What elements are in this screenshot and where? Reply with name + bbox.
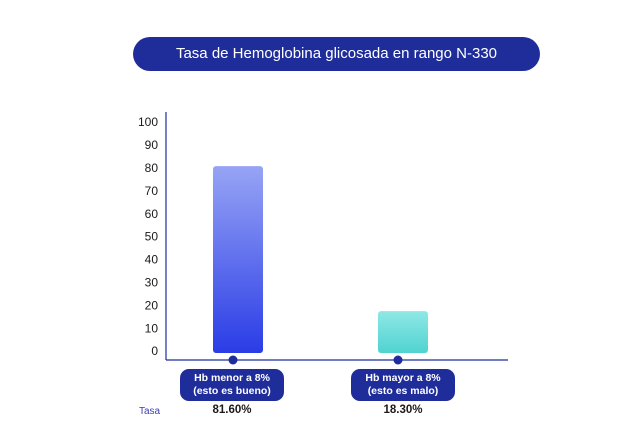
category-label-bad-line1: Hb mayor a 8% xyxy=(365,372,441,384)
category-label-bad: Hb mayor a 8% (esto es malo) xyxy=(351,369,455,401)
y-tick-label-70: 70 xyxy=(145,184,159,198)
y-tick-label-50: 50 xyxy=(145,230,159,244)
category-marker-good xyxy=(228,355,238,365)
value-label-bad: 18.30% xyxy=(383,404,423,416)
y-tick-label-30: 30 xyxy=(145,275,159,289)
bar-bad xyxy=(378,311,428,353)
category-label-bad-line2: (esto es malo) xyxy=(367,385,439,397)
category-label-good-line1: Hb menor a 8% xyxy=(194,372,270,384)
y-tick-label-0: 0 xyxy=(151,344,158,358)
bar-good xyxy=(213,166,263,353)
y-tick-label-90: 90 xyxy=(145,138,159,152)
chart-title: Tasa de Hemoglobina glicosada en rango N… xyxy=(133,37,540,71)
category-label-good: Hb menor a 8% (esto es bueno) xyxy=(180,369,284,401)
bars xyxy=(213,166,428,353)
y-tick-label-20: 20 xyxy=(145,298,159,312)
y-axis-ticks: 0 10 20 30 40 50 60 70 80 90 100 xyxy=(138,115,158,358)
y-tick-label-100: 100 xyxy=(138,115,158,129)
y-tick-label-60: 60 xyxy=(145,207,159,221)
category-markers xyxy=(228,355,403,365)
category-label-good-line2: (esto es bueno) xyxy=(193,385,271,397)
y-tick-label-10: 10 xyxy=(145,321,159,335)
value-label-good: 81.60% xyxy=(212,404,252,416)
y-tick-label-40: 40 xyxy=(145,253,159,267)
category-marker-bad xyxy=(393,355,403,365)
y-tick-label-80: 80 xyxy=(145,161,159,175)
rate-row-label: Tasa xyxy=(139,406,161,417)
